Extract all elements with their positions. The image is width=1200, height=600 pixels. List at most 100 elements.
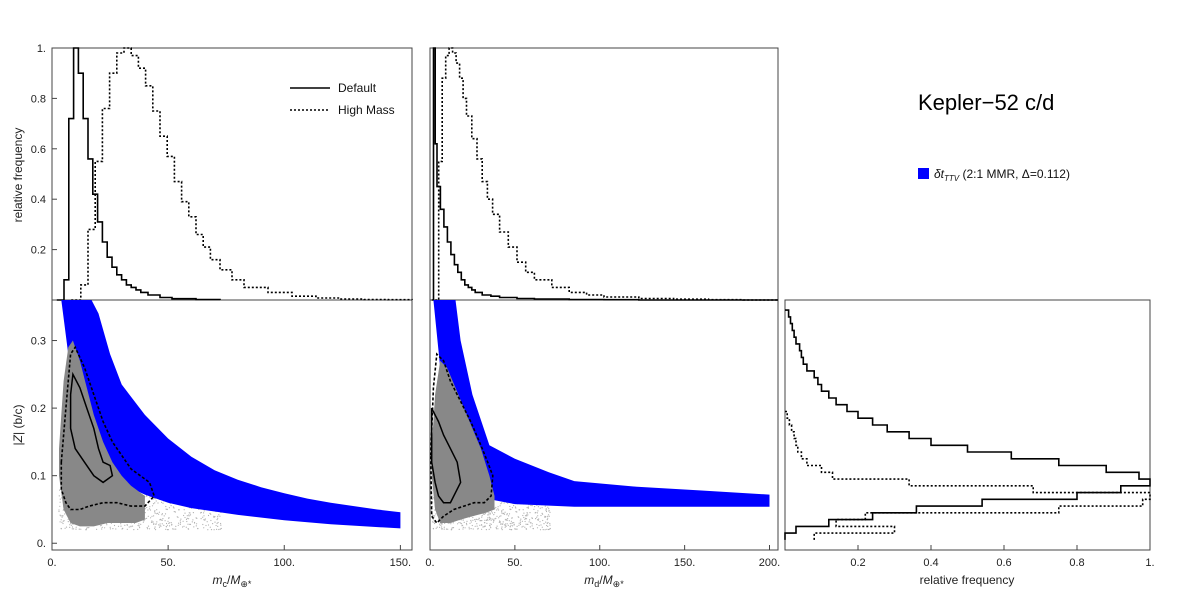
scatter-md-speck xyxy=(497,508,499,510)
hist-mc-ytick-label: 1. xyxy=(37,43,46,55)
scatter-mc-speck xyxy=(109,526,111,528)
scatter-md-speck xyxy=(548,508,550,510)
scatter-md-speck xyxy=(508,520,510,522)
scatter-mc-speck xyxy=(148,528,151,530)
scatter-md-speck xyxy=(515,507,517,509)
scatter-md-speck xyxy=(484,525,486,527)
scatter-mc-speck xyxy=(166,508,168,510)
scatter-mc-speck xyxy=(151,505,154,507)
scatter-mc-speck xyxy=(70,524,72,526)
scatter-md-speck xyxy=(534,506,536,508)
scatter-mc-speck xyxy=(203,512,205,514)
scatter-mc-speck xyxy=(85,527,88,529)
scatter-md-xtick-label: 0. xyxy=(425,557,434,569)
scatter-md-speck xyxy=(479,524,481,526)
scatter-md-speck xyxy=(505,523,507,525)
scatter-mc-speck xyxy=(156,521,158,523)
scatter-mc-speck xyxy=(69,526,71,529)
scatter-md-speck xyxy=(471,524,473,527)
legend-default-label: Default xyxy=(338,81,377,95)
scatter-md-speck xyxy=(509,526,511,528)
scatter-md-speck xyxy=(528,521,530,523)
scatter-mc-speck xyxy=(147,509,149,511)
scatter-mc-speck xyxy=(159,519,161,521)
scatter-md-speck xyxy=(440,528,443,530)
scatter-mc-speck xyxy=(187,528,190,530)
scatter-mc-speck xyxy=(120,525,122,527)
scatter-md-speck xyxy=(472,519,474,521)
scatter-md-speck xyxy=(496,515,498,517)
scatter-mc-speck xyxy=(192,511,194,514)
scatter-md-speck xyxy=(506,514,508,516)
scatter-mc-speck xyxy=(170,522,172,524)
scatter-mc-speck xyxy=(214,521,216,523)
scatter-md-speck xyxy=(509,528,511,531)
scatter-mc-speck xyxy=(178,522,180,524)
scatter-mc-speck xyxy=(162,518,164,520)
scatter-md-speck xyxy=(493,520,495,522)
hist-z-xtick-label: 1. xyxy=(1145,557,1154,569)
scatter-md-speck xyxy=(451,527,453,529)
scatter-mc-speck xyxy=(188,518,190,520)
scatter-md-speck xyxy=(474,519,476,521)
scatter-mc-speck xyxy=(188,515,190,517)
scatter-mc-speck xyxy=(216,522,218,525)
scatter-md-speck xyxy=(469,522,471,524)
scatter-md-speck xyxy=(434,509,436,511)
scatter-mc-speck xyxy=(162,502,164,504)
scatter-md-speck xyxy=(545,521,547,523)
hist-ylabel: relative frequency xyxy=(11,128,25,223)
scatter-mc-speck xyxy=(59,489,61,491)
scatter-mc-speck xyxy=(173,528,175,530)
scatter-md-speck xyxy=(515,528,517,530)
scatter-mc-speck xyxy=(165,528,167,531)
scatter-mc-speck xyxy=(175,525,177,528)
scatter-md-speck xyxy=(525,518,528,520)
scatter-md-speck xyxy=(510,508,512,510)
scatter-mc-speck xyxy=(203,527,205,529)
scatter-md-speck xyxy=(546,519,548,521)
scatter-md-speck xyxy=(542,519,544,522)
scatter-md-speck xyxy=(494,518,496,520)
scatter-md-speck xyxy=(433,515,435,517)
scatter-md-speck xyxy=(460,519,462,521)
scatter-mc-speck xyxy=(179,523,181,526)
scatter-md-speck xyxy=(519,520,521,522)
scatter-md-speck xyxy=(506,513,508,515)
scatter-mc-speck xyxy=(126,524,128,526)
scatter-md-speck xyxy=(539,529,542,531)
hist-mc-high-mass-line xyxy=(71,47,413,301)
scatter-mc-speck xyxy=(153,515,155,517)
scatter-mc-speck xyxy=(138,525,140,527)
scatter-md-xtick-label: 150. xyxy=(674,557,695,569)
scatter-md-speck xyxy=(506,523,508,525)
scatter-md-speck xyxy=(539,507,541,509)
scatter-mc-clipped xyxy=(58,300,401,531)
scatter-md-speck xyxy=(432,519,434,521)
scatter-md-speck xyxy=(431,495,433,497)
scatter-md-speck xyxy=(547,506,549,508)
scatter-md-speck xyxy=(547,517,549,519)
scatter-mc-speck xyxy=(186,517,188,520)
scatter-md-contour-inner xyxy=(430,407,462,504)
scatter-md-speck xyxy=(492,518,494,520)
hist-mc-ytick-label: 0.4 xyxy=(31,194,46,206)
scatter-mc-speck xyxy=(165,522,168,525)
scatter-mc-speck xyxy=(87,527,89,529)
scatter-mc-speck xyxy=(197,527,199,530)
scatter-mc-speck xyxy=(210,513,212,515)
scatter-mc-speck xyxy=(128,526,130,528)
scatter-md-speck xyxy=(541,526,543,528)
scatter-mc-speck xyxy=(161,514,163,516)
scatter-md-speck xyxy=(522,525,524,527)
scatter-md-speck xyxy=(491,511,493,513)
scatter-md-gray-region xyxy=(431,360,495,523)
scatter-md-speck xyxy=(462,526,464,529)
scatter-md-speck xyxy=(452,527,455,529)
scatter-md-speck xyxy=(432,498,434,500)
scatter-mc-speck xyxy=(205,524,207,527)
scatter-mc-speck xyxy=(106,524,108,526)
scatter-mc-ytick-label: 0. xyxy=(37,538,46,550)
scatter-md-speck xyxy=(519,509,521,511)
scatter-md-speck xyxy=(431,509,433,511)
